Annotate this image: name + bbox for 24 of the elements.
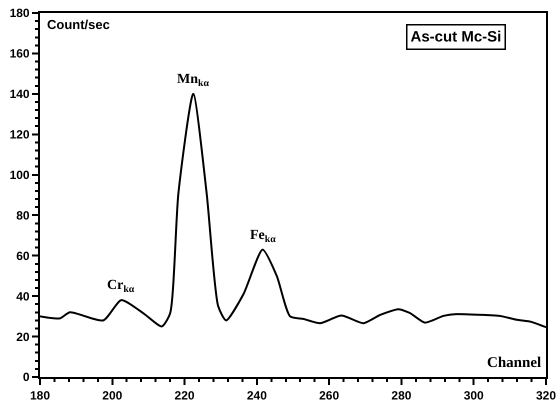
x-tick-label: 300 [464,388,484,402]
text: As-cut Mc-Si [410,28,502,46]
y-tick-label: 0 [22,370,30,384]
y-tick-label: 100 [10,168,30,182]
x-tick-label: 180 [30,388,50,402]
x-tick-label: 320 [536,388,556,402]
y-tick-label: 40 [16,289,30,304]
y-tick-label: 80 [16,208,30,222]
y-axis-title: Count/sec [47,17,110,32]
y-tick-label: 60 [16,248,30,263]
x-tick-label: 200 [102,388,123,402]
y-tick-label: 140 [10,87,30,102]
x-axis-title: Channel [487,355,542,371]
x-tick-label: 280 [391,388,412,402]
x-tick-label: 240 [246,388,268,402]
x-tick-label: 220 [174,388,195,402]
annotation: Cr$_{kα}$ [107,278,135,295]
x-tick-label: 260 [319,388,340,402]
y-tick-label: 120 [10,128,30,142]
annotation: Fe$_{kα}$ [250,228,276,245]
y-tick-label: 180 [10,6,30,20]
y-tick-label: 20 [16,330,30,344]
y-tick-label: 160 [10,46,30,61]
annotation: Mn$_{kα}$ [177,72,210,89]
